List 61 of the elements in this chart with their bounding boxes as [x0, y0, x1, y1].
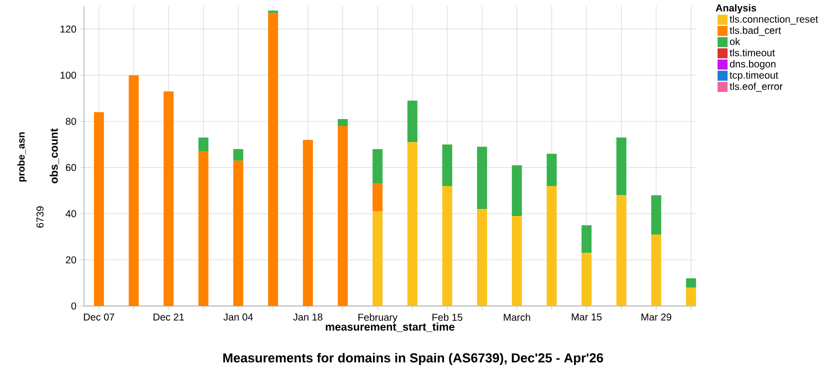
bar [477, 209, 488, 306]
y-tick-label: 80 [66, 118, 76, 125]
legend-label: tls.timeout [730, 48, 775, 56]
x-tick-label: Dec 07 [84, 314, 114, 321]
legend-label: tls.bad_cert [730, 26, 781, 36]
bar [616, 195, 626, 306]
bar [582, 252, 592, 306]
x-tick-label: Feb 15 [432, 314, 462, 321]
x-tick-label: Mar 15 [572, 314, 602, 320]
bar [616, 138, 626, 196]
y-tick-label: 120 [60, 26, 76, 33]
legend-label: ok [730, 38, 740, 46]
x-tick-label: Jan 04 [223, 314, 253, 321]
bar [442, 144, 452, 186]
bar [512, 216, 522, 306]
legend-label: tls.eof_error [730, 82, 783, 92]
y-tick-label: 60 [66, 164, 76, 172]
bar [233, 149, 244, 161]
bar [512, 165, 522, 216]
bar [407, 100, 418, 142]
y-tick-label: 40 [66, 210, 76, 218]
bar [372, 149, 383, 184]
x-axis-title: measurement_start_time [326, 322, 454, 332]
legend-label: tcp.timeout [730, 71, 778, 81]
text: Measurements for domains in Spain (AS6739), Dec'25 - Apr'26 [223, 352, 604, 366]
bar [338, 119, 348, 126]
bar [477, 146, 488, 210]
x-tick-label: Jan 18 [293, 314, 322, 321]
y-axis-title: obs_count [50, 128, 60, 184]
bar [128, 75, 139, 306]
bar [686, 288, 696, 306]
legend-title: Analysis [716, 4, 756, 14]
bar [233, 160, 244, 306]
x-tick-label: Mar 29 [642, 314, 672, 321]
bar [686, 278, 696, 288]
bar [372, 211, 383, 306]
x-tick-label: March [504, 314, 530, 321]
y-tick-label: 20 [66, 256, 76, 264]
bar [651, 234, 662, 306]
bar [372, 184, 383, 212]
bar [442, 186, 452, 306]
bar [94, 112, 104, 306]
text: 6739 [36, 206, 44, 228]
bar [338, 126, 348, 306]
bar [651, 195, 662, 234]
bar [546, 154, 557, 186]
legend-label: dns.bogon [730, 60, 776, 70]
y-tick-label: 100 [60, 72, 76, 79]
bar [546, 186, 557, 306]
x-tick-label: February [358, 314, 398, 323]
bar [198, 151, 208, 306]
bar [268, 12, 278, 306]
legend-label: tls.connection_reset [730, 15, 818, 25]
y-tick-label: 0 [71, 302, 76, 310]
bar [582, 225, 592, 253]
bar [198, 138, 208, 152]
bar [164, 91, 174, 306]
x-tick-label: Dec 21 [154, 314, 184, 321]
text: probe_asn [17, 132, 27, 182]
bar [302, 140, 313, 306]
bar [407, 142, 418, 306]
